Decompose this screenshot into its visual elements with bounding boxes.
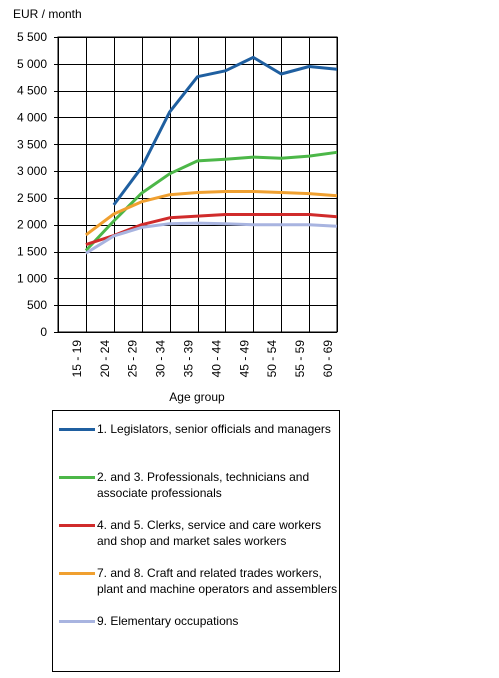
legend-label: 4. and 5. Clerks, service and care worke… [97,518,322,548]
legend-label: 1. Legislators, senior officials and man… [97,422,331,436]
x-tick-label: 35 - 39 [182,340,196,378]
y-tick-label: 4 000 [17,110,47,124]
y-tick-label: 1 000 [17,271,47,285]
x-tick-label: 60 - 69 [321,340,335,378]
series-line-4 [85,190,338,237]
y-tick-label: 0 [40,325,47,339]
x-tick-label: 40 - 44 [209,340,223,378]
y-axis-ticks: 0 500 1 000 1 500 2 000 2 500 3 000 3 500 4 000 4… [17,30,58,339]
legend-swatch [59,428,95,431]
legend: 1. Legislators, senior officials and man… [52,410,340,672]
y-tick-label: 500 [27,298,47,312]
y-tick-label: 3 000 [17,164,47,178]
x-tick-label: 15 - 19 [70,340,84,378]
x-tick-label: 55 - 59 [293,340,307,378]
legend-swatch [59,524,95,527]
legend-swatch [59,476,95,479]
plot-area-border [57,36,338,333]
legend-label: 9. Elementary occupations [97,614,239,628]
series-line-3 [85,213,338,247]
x-tick-label: 45 - 49 [237,340,251,378]
y-tick-label: 4 500 [17,84,47,98]
y-tick-label: 2 500 [17,191,47,205]
line-chart: EUR / month 0 500 1 000 1 500 2 000 2 500 3 00… [13,7,338,404]
legend-swatch [59,572,95,575]
x-tick-label: 30 - 34 [154,340,168,378]
y-tick-label: 5 000 [17,57,47,71]
legend-swatch [59,620,95,623]
series-lines [84,55,338,255]
gridlines [57,36,338,333]
x-axis-label: Age group [169,390,225,404]
x-tick-label: 25 - 29 [126,340,140,378]
y-tick-label: 2 000 [17,218,47,232]
x-tick-label: 20 - 24 [98,340,112,378]
y-tick-label: 1 500 [17,245,47,259]
y-tick-label: 3 500 [17,137,47,151]
series-line-2 [84,150,338,252]
legend-label: 7. and 8. Craft and related trades worke… [97,566,338,596]
legend-label: 2. and 3. Professionals, technicians and… [97,470,310,500]
series-line-5 [85,221,338,255]
y-tick-label: 5 500 [17,30,47,44]
x-tick-label: 50 - 54 [265,340,279,378]
x-axis-ticks: 15 - 19 20 - 24 25 - 29 30 - 34 35 - 39 40 - … [70,340,335,378]
series-line-1 [112,55,338,206]
y-axis-unit-label: EUR / month [13,7,82,21]
